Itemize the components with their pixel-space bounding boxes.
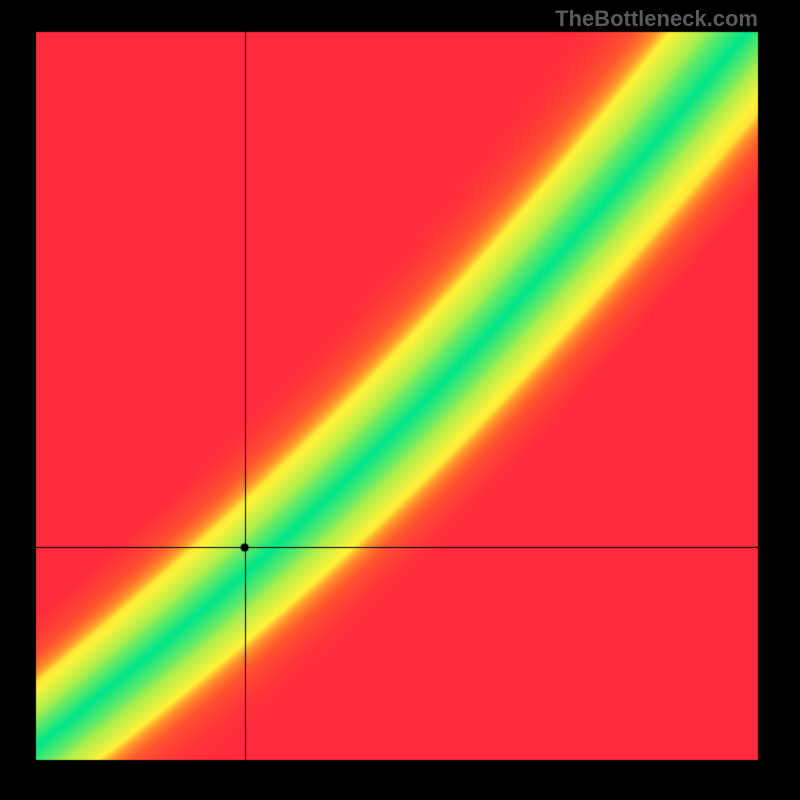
- chart-container: { "watermark": { "text": "TheBottleneck.…: [0, 0, 800, 800]
- bottleneck-heatmap: [0, 0, 800, 800]
- watermark-text: TheBottleneck.com: [555, 6, 758, 32]
